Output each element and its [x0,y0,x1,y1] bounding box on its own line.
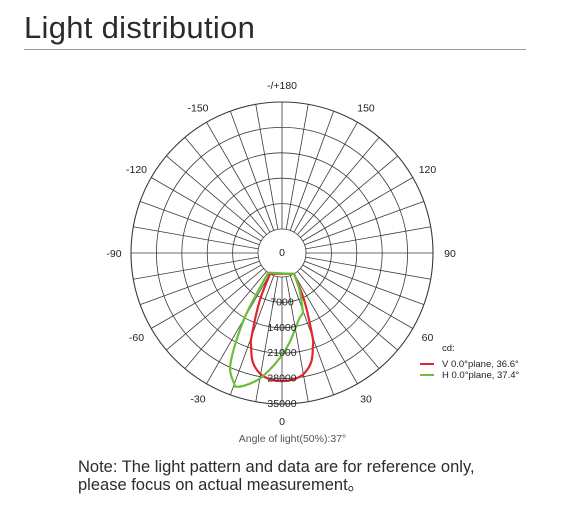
polar-spoke [151,264,262,329]
angle-tick-label: -/+180 [267,80,297,92]
polar-spoke [305,256,431,280]
note-text-1: The light pattern and data are for refer… [117,458,475,476]
angle-tick-label: -120 [126,164,147,176]
legend-unit: cd: [442,343,455,354]
radial-tick-label: 7000 [270,296,294,308]
angle-tick-label: 60 [422,332,434,344]
polar-spoke [300,155,398,238]
polar-chart: 0 7000 14000 21000 28000 35000 -/+180 -150 150 -1… [106,80,520,428]
disclaimer-note: Note: The light pattern and data are for… [78,458,475,494]
polar-spoke [304,200,425,246]
angle-tick-label: 30 [360,393,372,405]
polar-spoke [297,271,380,369]
polar-spoke [255,104,279,230]
title-divider [24,49,526,50]
note-line-1: Note: The light pattern and data are for… [78,458,475,476]
polar-spoke [255,276,279,402]
page-title: Light distribution [24,10,256,45]
polar-spoke [139,200,260,246]
polar-spoke [285,276,309,402]
polar-spoke [289,110,335,231]
polar-spoke [166,155,264,238]
note-label: Note: [78,458,118,476]
polar-spoke [133,226,259,250]
angle-tick-label: 120 [419,164,437,176]
legend-label-2: H 0.0°plane, 37.4° [442,370,520,381]
note-text-2: please focus on actual measurement。 [78,476,365,494]
angle-tick-label: 0 [279,416,285,428]
legend-label-1: V 0.0°plane, 36.6° [442,359,519,370]
polar-spoke [293,273,358,384]
polar-spoke [285,104,309,230]
angle-tick-label: -90 [106,248,121,260]
angle-tick-label: -30 [190,393,205,405]
angle-tick-label: 90 [444,248,456,260]
polar-spoke [133,256,259,280]
polar-spoke [300,268,398,351]
angle-tick-label: -150 [187,103,208,115]
polar-spoke [302,264,413,329]
polar-curves [229,271,315,388]
series-curve-1 [249,272,315,383]
polar-spoke [206,273,271,384]
radial-tick-label: 35000 [267,398,296,410]
polar-spoke [166,268,264,351]
polar-spoke [305,226,431,250]
series-curve-2 [229,271,305,388]
radial-tick-label: 14000 [267,322,296,334]
polar-spoke [302,177,413,242]
radial-tick-label: 21000 [267,347,296,359]
radial-tick-label: 28000 [267,373,296,385]
radial-tick-label: 0 [279,247,285,259]
angle-tick-label: 150 [357,103,375,115]
polar-spoke [206,122,271,233]
polar-spoke [151,177,262,242]
angle-tick-label: -60 [129,332,144,344]
polar-spoke [293,122,358,233]
polar-labels: 0 7000 14000 21000 28000 35000 -/+180 -150 150 -1… [106,80,456,428]
polar-spoke [304,260,425,306]
beam-angle-caption: Angle of light(50%):37° [238,433,347,445]
polar-spoke [184,271,267,369]
polar-spoke [297,137,380,235]
chart-legend: cd: V 0.0°plane, 36.6°H 0.0°plane, 37.4° [420,343,520,381]
polar-spoke [229,110,275,231]
polar-spoke [184,137,267,235]
polar-spoke [139,260,260,306]
